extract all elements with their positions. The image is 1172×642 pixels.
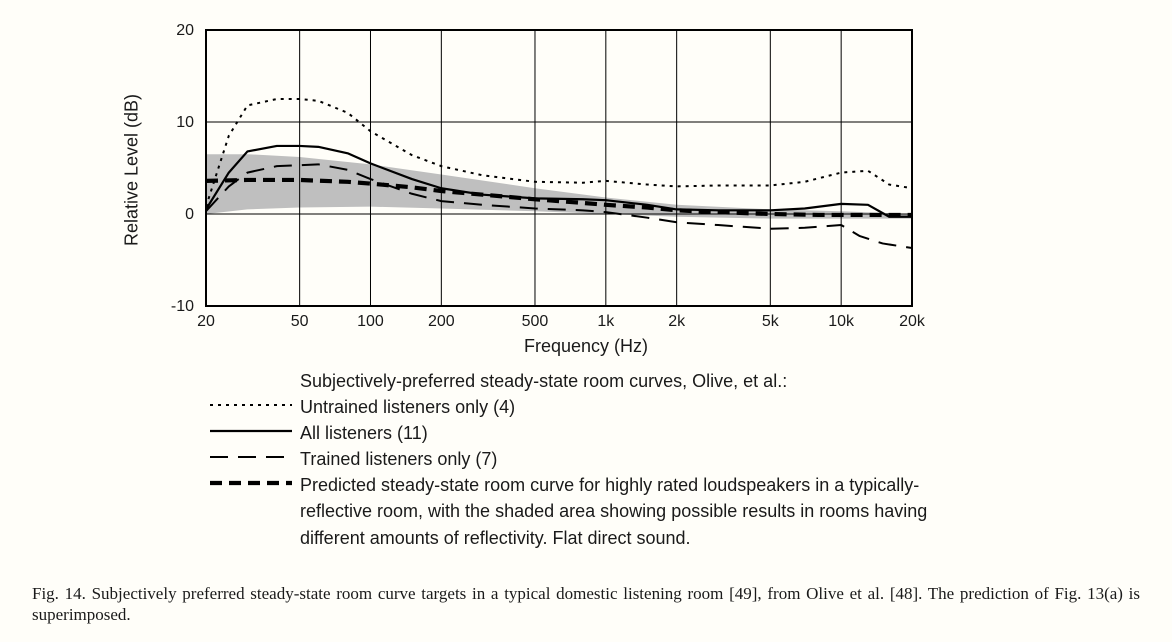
svg-text:2k: 2k bbox=[668, 313, 686, 330]
svg-text:50: 50 bbox=[291, 313, 309, 330]
y-axis-label: Relative Level (dB) bbox=[122, 94, 143, 246]
legend-row-all: All listeners (11) bbox=[210, 420, 970, 446]
svg-text:20k: 20k bbox=[899, 313, 926, 330]
legend-swatch-trained bbox=[210, 446, 292, 468]
legend-row-untrained: Untrained listeners only (4) bbox=[210, 394, 970, 420]
legend-row-predicted: Predicted steady-state room curve for hi… bbox=[210, 472, 970, 550]
legend-title: Subjectively-preferred steady-state room… bbox=[300, 368, 970, 394]
svg-text:500: 500 bbox=[522, 313, 549, 330]
svg-text:20: 20 bbox=[197, 313, 215, 330]
svg-text:100: 100 bbox=[357, 313, 384, 330]
figure-page: { "chart": { "type": "line", "plot_area"… bbox=[0, 0, 1172, 642]
legend-swatch-predicted bbox=[210, 472, 292, 494]
svg-text:-10: -10 bbox=[171, 298, 194, 315]
chart-area: 20 50 100 200 500 1k 2k 5k 10k 20k -10 0 10 20 bbox=[0, 0, 1172, 370]
legend-label-predicted: Predicted steady-state room curve for hi… bbox=[300, 472, 970, 550]
svg-text:10k: 10k bbox=[828, 313, 855, 330]
svg-text:10: 10 bbox=[176, 114, 194, 131]
legend-title-row: Subjectively-preferred steady-state room… bbox=[210, 368, 970, 394]
svg-text:20: 20 bbox=[176, 22, 194, 39]
x-axis-label-text: Frequency (Hz) bbox=[524, 336, 648, 356]
legend-label-untrained: Untrained listeners only (4) bbox=[300, 394, 970, 420]
svg-text:5k: 5k bbox=[762, 313, 780, 330]
x-axis-label: Frequency (Hz) bbox=[0, 336, 1172, 357]
legend-swatch-empty bbox=[210, 368, 292, 390]
legend-row-trained: Trained listeners only (7) bbox=[210, 446, 970, 472]
svg-text:0: 0 bbox=[185, 206, 194, 223]
figure-caption: Fig. 14. Subjectively preferred steady-s… bbox=[32, 583, 1140, 626]
legend-swatch-all bbox=[210, 420, 292, 442]
room-curve-chart: 20 50 100 200 500 1k 2k 5k 10k 20k -10 0 10 20 bbox=[0, 0, 1172, 370]
legend-label-all: All listeners (11) bbox=[300, 420, 970, 446]
legend-swatch-untrained bbox=[210, 394, 292, 416]
legend-label-trained: Trained listeners only (7) bbox=[300, 446, 970, 472]
svg-text:1k: 1k bbox=[597, 313, 615, 330]
svg-text:200: 200 bbox=[428, 313, 455, 330]
legend: Subjectively-preferred steady-state room… bbox=[210, 368, 970, 551]
